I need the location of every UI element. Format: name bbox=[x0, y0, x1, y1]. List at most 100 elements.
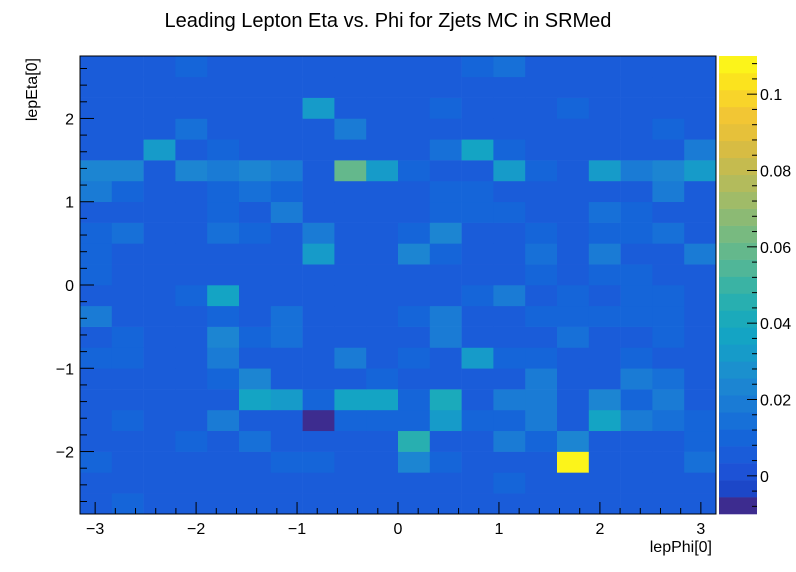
heatmap-cell bbox=[175, 409, 208, 432]
y-tick-label: −2 bbox=[56, 445, 74, 462]
heatmap-cell bbox=[239, 285, 272, 307]
heatmap-cells bbox=[80, 56, 717, 515]
heatmap-cell bbox=[429, 430, 462, 452]
heatmap-cell bbox=[652, 180, 685, 203]
heatmap-cell bbox=[366, 347, 399, 369]
heatmap-cell bbox=[557, 160, 590, 182]
heatmap-cell bbox=[143, 368, 176, 390]
heatmap-cell bbox=[302, 389, 335, 411]
heatmap-cell bbox=[620, 160, 653, 182]
heatmap-cell bbox=[461, 409, 494, 432]
palette-swatch bbox=[719, 395, 757, 413]
heatmap-cell bbox=[80, 222, 113, 244]
heatmap-cell bbox=[366, 368, 399, 390]
heatmap-cell bbox=[302, 285, 335, 307]
heatmap-cell bbox=[429, 97, 462, 119]
heatmap-cell bbox=[525, 347, 558, 369]
heatmap-cell bbox=[143, 430, 176, 452]
heatmap-cell bbox=[525, 389, 558, 411]
heatmap-cell bbox=[111, 430, 144, 452]
heatmap-cell bbox=[111, 222, 144, 244]
heatmap-cell bbox=[557, 389, 590, 411]
heatmap-cell bbox=[398, 347, 431, 369]
heatmap-cell bbox=[270, 56, 303, 78]
heatmap-cell bbox=[652, 264, 685, 286]
heatmap-cell bbox=[207, 389, 240, 411]
heatmap-cell bbox=[270, 285, 303, 307]
heatmap-cell bbox=[207, 305, 240, 327]
heatmap-cell bbox=[239, 139, 272, 161]
heatmap-cell bbox=[366, 222, 399, 244]
heatmap-cell bbox=[525, 222, 558, 244]
heatmap-cell bbox=[588, 160, 621, 182]
heatmap-cell bbox=[398, 409, 431, 432]
heatmap-cell bbox=[525, 76, 558, 98]
heatmap-cell bbox=[270, 451, 303, 473]
heatmap-cell bbox=[175, 430, 208, 452]
heatmap-cell bbox=[207, 97, 240, 119]
heatmap-cell bbox=[652, 368, 685, 390]
heatmap-cell bbox=[588, 201, 621, 223]
heatmap-cell bbox=[111, 285, 144, 307]
heatmap-cell bbox=[525, 180, 558, 203]
heatmap-cell bbox=[334, 368, 367, 390]
heatmap-cell bbox=[684, 56, 717, 78]
heatmap-cell bbox=[620, 243, 653, 265]
palette-swatch bbox=[719, 174, 757, 192]
heatmap-cell bbox=[80, 56, 113, 78]
heatmap-cell bbox=[111, 451, 144, 473]
heatmap-cell bbox=[620, 368, 653, 390]
heatmap-cell bbox=[620, 180, 653, 203]
heatmap-cell bbox=[111, 472, 144, 494]
heatmap-cell bbox=[270, 305, 303, 327]
heatmap-cell bbox=[366, 264, 399, 286]
heatmap-cell bbox=[143, 305, 176, 327]
chart-title: Leading Lepton Eta vs. Phi for Zjets MC … bbox=[165, 10, 612, 32]
heatmap-cell bbox=[429, 389, 462, 411]
heatmap-cell bbox=[239, 347, 272, 369]
heatmap-cell bbox=[270, 160, 303, 182]
heatmap-cell bbox=[302, 76, 335, 98]
z-tick-label: 0 bbox=[760, 469, 769, 486]
heatmap-cell bbox=[525, 472, 558, 494]
heatmap-cell bbox=[366, 76, 399, 98]
palette-swatch bbox=[719, 412, 757, 430]
z-tick-label: 0.06 bbox=[760, 240, 791, 257]
heatmap-cell bbox=[143, 326, 176, 348]
heatmap-cell bbox=[270, 368, 303, 390]
heatmap-cell bbox=[461, 493, 494, 515]
heatmap-cell bbox=[334, 285, 367, 307]
heatmap-cell bbox=[525, 493, 558, 515]
heatmap-cell bbox=[366, 180, 399, 203]
heatmap-cell bbox=[270, 472, 303, 494]
heatmap-cell bbox=[588, 222, 621, 244]
heatmap-cell bbox=[80, 409, 113, 432]
heatmap-cell bbox=[493, 285, 526, 307]
heatmap-cell bbox=[239, 430, 272, 452]
heatmap-cell bbox=[429, 472, 462, 494]
heatmap-cell bbox=[461, 76, 494, 98]
heatmap-cell bbox=[239, 180, 272, 203]
heatmap-cell bbox=[143, 493, 176, 515]
heatmap-cell bbox=[652, 118, 685, 140]
heatmap-cell bbox=[207, 56, 240, 78]
heatmap-cell bbox=[366, 285, 399, 307]
heatmap-cell bbox=[398, 243, 431, 265]
heatmap-cell bbox=[334, 326, 367, 348]
heatmap-cell bbox=[143, 139, 176, 161]
heatmap-cell bbox=[398, 430, 431, 452]
heatmap-cell bbox=[620, 430, 653, 452]
heatmap-cell bbox=[334, 97, 367, 119]
heatmap-cell bbox=[429, 76, 462, 98]
heatmap-cell bbox=[270, 409, 303, 432]
heatmap-cell bbox=[270, 430, 303, 452]
heatmap-cell bbox=[239, 493, 272, 515]
heatmap-cell bbox=[652, 305, 685, 327]
heatmap-cell bbox=[557, 222, 590, 244]
heatmap-cell bbox=[334, 222, 367, 244]
heatmap-cell bbox=[239, 368, 272, 390]
heatmap-cell bbox=[684, 264, 717, 286]
heatmap-cell bbox=[207, 493, 240, 515]
heatmap-cell bbox=[270, 201, 303, 223]
